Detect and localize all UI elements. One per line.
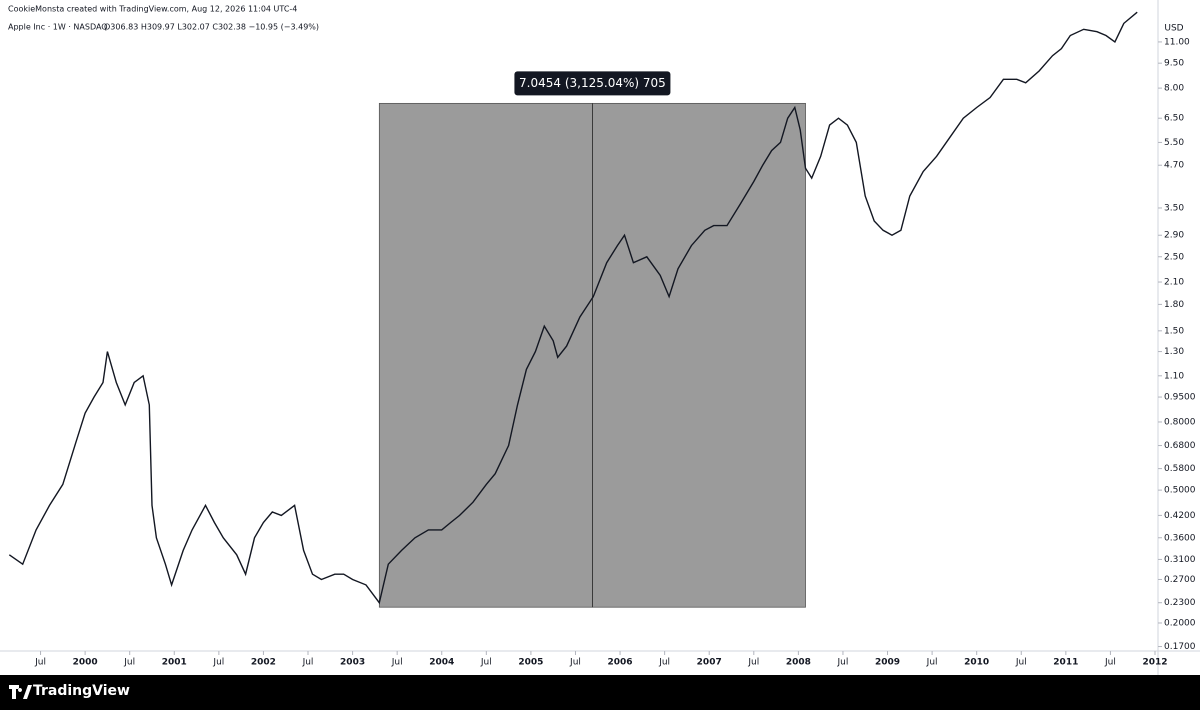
y-tick-label: 0.5000 [1164, 486, 1196, 496]
x-tick-label: Jul [926, 658, 938, 668]
y-tick-label: 6.50 [1164, 114, 1184, 124]
currency: USD [1164, 24, 1183, 34]
y-tick-label: 2.90 [1164, 231, 1184, 241]
y-tick-label: 0.5800 [1164, 464, 1196, 474]
y-tick-label: 1.30 [1164, 347, 1184, 357]
logo: TradingView [9, 683, 130, 699]
symbol-info: Apple Inc · 1W · NASDAQ [8, 23, 108, 32]
x-tick-label: 2002 [251, 658, 276, 668]
x-tick-label: Jul [480, 658, 492, 668]
x-tick-label: Jul [1104, 658, 1116, 668]
x-tick-label: Jul [1015, 658, 1027, 668]
x-tick-label: Jul [34, 658, 46, 668]
x-tick-label: 2003 [340, 658, 365, 668]
footer [0, 675, 1200, 710]
y-tick-label: 11.00 [1164, 37, 1190, 47]
measure-label-bg [514, 71, 671, 96]
x-tick-label: 2009 [875, 658, 900, 668]
y-tick-label: 1.50 [1164, 326, 1184, 336]
x-tick-label: 2001 [162, 658, 187, 668]
logo-mark [9, 685, 32, 699]
x-tick-label: Jul [302, 658, 314, 668]
x-tick-label: 2010 [964, 658, 989, 668]
x-tick-label: Jul [658, 658, 670, 668]
y-tick-label: 0.2700 [1164, 575, 1196, 585]
y-tick-label: 0.9500 [1164, 393, 1196, 403]
ohlc: O306.83 H309.97 L302.07 C302.38 −10.95 (… [104, 23, 319, 32]
x-tick-label: Jul [837, 658, 849, 668]
x-tick-label: 2005 [518, 658, 543, 668]
x-tick-label: 2012 [1142, 658, 1167, 668]
y-tick-label: 0.1700 [1164, 642, 1196, 652]
credit: CookieMonsta created with TradingView.co… [8, 5, 297, 14]
y-tick-label: 3.50 [1164, 203, 1184, 213]
y-tick-label: 1.10 [1164, 371, 1184, 381]
y-tick-label: 5.50 [1164, 138, 1184, 148]
x-tick-label: 2011 [1053, 658, 1078, 668]
measure-label: 7.0454 (3,125.04%) 705 [519, 76, 666, 90]
y-tick-label: 0.4200 [1164, 511, 1196, 521]
y-tick-label: 8.00 [1164, 84, 1184, 94]
y-tick-label: 0.2300 [1164, 598, 1196, 608]
x-tick-label: 2007 [697, 658, 722, 668]
y-tick-label: 2.50 [1164, 252, 1184, 262]
y-tick-label: 0.2000 [1164, 618, 1196, 628]
y-tick-label: 9.50 [1164, 59, 1184, 69]
y-tick-label: 0.3100 [1164, 555, 1196, 565]
x-tick-label: Jul [212, 658, 224, 668]
x-tick-label: 2008 [786, 658, 811, 668]
y-tick-label: 0.6800 [1164, 441, 1196, 451]
price-line [8, 11, 1138, 605]
y-tick-label: 4.70 [1164, 161, 1184, 171]
x-tick-label: Jul [391, 658, 403, 668]
y-tick-label: 0.3600 [1164, 533, 1196, 543]
x-tick-label: Jul [123, 658, 135, 668]
y-tick-label: 0.8000 [1164, 417, 1196, 427]
x-tick-label: Jul [569, 658, 581, 668]
y-tick-label: 2.10 [1164, 278, 1184, 288]
plot-area: 7.0454 (3,125.04%) 705 [8, 11, 1138, 608]
x-tick-label: 2000 [73, 658, 98, 668]
x-tick-label: 2006 [608, 658, 633, 668]
y-tick-label: 1.80 [1164, 300, 1184, 310]
x-tick-label: 2004 [429, 658, 454, 668]
logo-text: TradingView [33, 683, 130, 699]
x-tick-label: Jul [747, 658, 759, 668]
